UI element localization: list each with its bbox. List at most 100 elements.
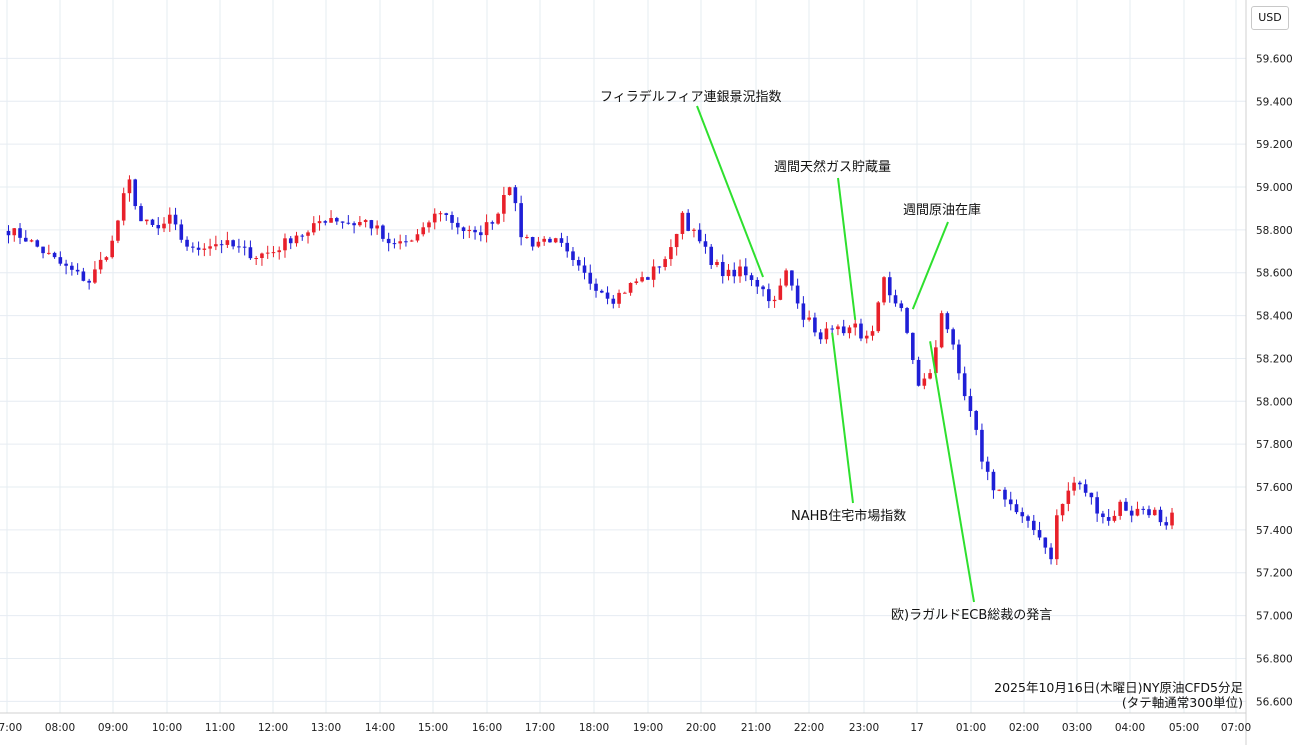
candle-body bbox=[962, 373, 967, 397]
candle-body bbox=[173, 214, 178, 225]
x-tick-label: 12:00 bbox=[258, 722, 288, 734]
y-tick-label: 58.600 bbox=[1256, 268, 1293, 280]
y-tick-label: 57.000 bbox=[1256, 611, 1293, 623]
candle-body bbox=[110, 240, 114, 258]
candle-body bbox=[513, 187, 518, 204]
candle-body bbox=[565, 242, 570, 252]
candle-body bbox=[853, 323, 858, 328]
candle-body bbox=[335, 218, 339, 222]
candle-body bbox=[329, 218, 333, 223]
annotation-pointer bbox=[696, 105, 764, 278]
candle-body bbox=[1147, 509, 1151, 516]
candle-body bbox=[358, 222, 362, 226]
candle-body bbox=[1170, 512, 1174, 526]
candle-body bbox=[479, 232, 483, 236]
candle-body bbox=[772, 299, 777, 302]
candle-body bbox=[254, 258, 258, 260]
candle-body bbox=[864, 335, 869, 339]
candle-body bbox=[755, 279, 760, 287]
annotation-pointer bbox=[929, 341, 975, 603]
currency-label: USD bbox=[1251, 6, 1289, 30]
candle-body bbox=[237, 246, 241, 248]
candle-body bbox=[928, 373, 932, 379]
candle-body bbox=[939, 313, 944, 348]
candle-body bbox=[887, 277, 892, 296]
candle-body bbox=[386, 238, 391, 244]
candle-body bbox=[697, 229, 702, 242]
candle-body bbox=[81, 271, 86, 281]
candle-body bbox=[899, 303, 904, 309]
candle-body bbox=[121, 193, 126, 221]
y-tick-label: 59.200 bbox=[1256, 139, 1293, 151]
y-tick-label: 56.600 bbox=[1256, 696, 1293, 708]
candle-body bbox=[611, 298, 616, 304]
x-tick-label: 03:00 bbox=[1062, 722, 1092, 734]
candle-body bbox=[957, 344, 961, 374]
candle-body bbox=[139, 206, 143, 222]
candle-body bbox=[594, 283, 598, 291]
candle-body bbox=[790, 270, 794, 286]
candle-body bbox=[484, 222, 489, 236]
candle-body bbox=[1049, 547, 1053, 560]
candle-body bbox=[1008, 499, 1013, 505]
candle-body bbox=[1089, 492, 1094, 498]
candle-body bbox=[1101, 513, 1105, 518]
candle-body bbox=[191, 246, 195, 248]
chart-title: 2025年10月16日(木曜日)NY原油CFD5分足 bbox=[994, 680, 1243, 695]
candle-body bbox=[623, 292, 627, 294]
candle-body bbox=[559, 238, 564, 243]
candle-body bbox=[605, 292, 610, 299]
candle-body bbox=[761, 286, 765, 290]
candle-body bbox=[818, 332, 823, 340]
grid bbox=[0, 0, 1246, 713]
candle-body bbox=[859, 323, 863, 339]
candle-body bbox=[1164, 522, 1169, 526]
candles bbox=[6, 175, 1174, 566]
x-tick-label: 22:00 bbox=[794, 722, 824, 734]
candle-body bbox=[311, 223, 316, 233]
candle-body bbox=[674, 233, 679, 248]
candle-body bbox=[1083, 484, 1088, 493]
x-tick-label: 17:00 bbox=[525, 722, 555, 734]
candle-body bbox=[841, 326, 846, 334]
x-tick-label: 16:00 bbox=[472, 722, 502, 734]
candle-body bbox=[225, 240, 230, 245]
candle-body bbox=[381, 225, 385, 239]
candle-body bbox=[599, 290, 604, 293]
y-tick-label: 58.200 bbox=[1256, 353, 1293, 365]
candle-body bbox=[35, 240, 40, 247]
candle-body bbox=[369, 220, 374, 229]
candle-body bbox=[47, 252, 51, 254]
candle-body bbox=[404, 241, 408, 243]
candle-body bbox=[214, 244, 218, 247]
candle-body bbox=[634, 281, 639, 283]
candle-body bbox=[70, 265, 74, 270]
candle-body bbox=[882, 277, 886, 303]
x-tick-label: 07:00 bbox=[1221, 722, 1251, 734]
candle-body bbox=[127, 179, 132, 194]
candle-body bbox=[968, 396, 973, 412]
candle-body bbox=[553, 238, 558, 243]
candle-body bbox=[340, 221, 345, 223]
candle-body bbox=[432, 213, 437, 223]
candle-body bbox=[208, 246, 212, 249]
annotation-pointer bbox=[831, 332, 854, 504]
x-tick-label: 02:00 bbox=[1009, 722, 1039, 734]
candle-body bbox=[893, 295, 898, 304]
candle-body bbox=[398, 241, 402, 244]
y-tick-label: 56.800 bbox=[1256, 653, 1293, 665]
candle-body bbox=[709, 246, 714, 265]
candle-body bbox=[1031, 520, 1036, 531]
candle-body bbox=[150, 219, 155, 225]
candle-body bbox=[196, 247, 201, 250]
candle-body bbox=[409, 240, 414, 242]
candle-body bbox=[870, 331, 875, 336]
candle-body bbox=[680, 212, 685, 234]
x-tick-label: 07:00 bbox=[0, 722, 22, 734]
annotation-label: 週間天然ガス貯蔵量 bbox=[774, 159, 891, 175]
candle-body bbox=[588, 272, 593, 284]
y-tick-label: 58.000 bbox=[1256, 396, 1293, 408]
candle-body bbox=[455, 222, 460, 228]
candle-body bbox=[98, 259, 103, 270]
candle-body bbox=[415, 234, 420, 241]
